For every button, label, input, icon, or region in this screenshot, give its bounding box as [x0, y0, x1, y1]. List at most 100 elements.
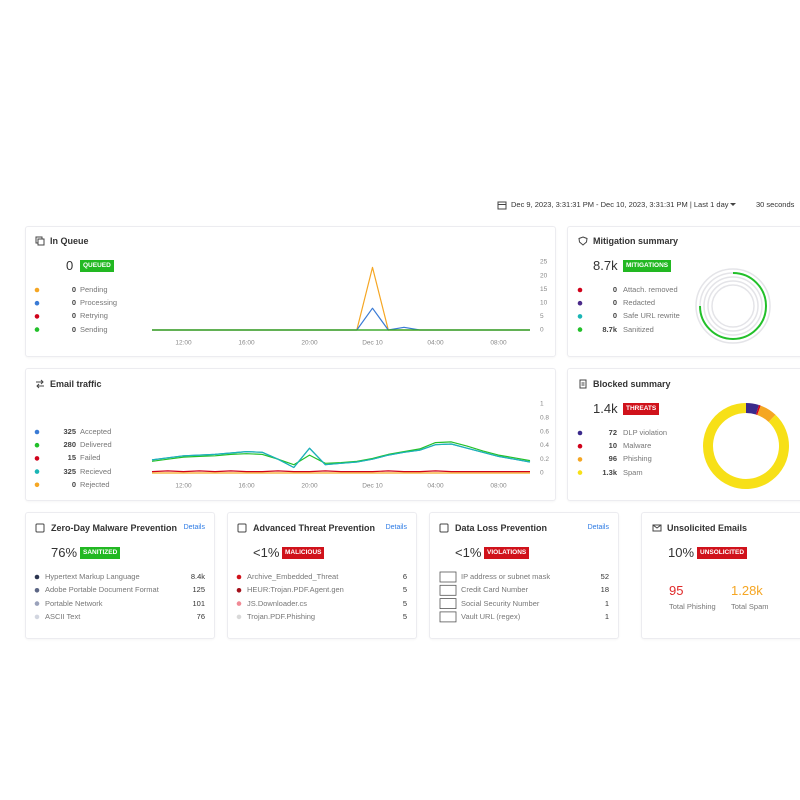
item-value: 5 — [402, 585, 407, 595]
item-name: Portable Network — [45, 598, 103, 608]
item-value: 101 — [192, 598, 205, 608]
zero-day-card — [25, 512, 215, 639]
legend-value: 325 — [63, 427, 76, 436]
item-value: 5 — [402, 611, 407, 621]
item-value: 1 — [604, 611, 609, 621]
item-value: 5 — [402, 598, 407, 608]
item-value: 125 — [192, 585, 205, 595]
email-traffic-card — [25, 368, 556, 501]
legend-name: Failed — [80, 453, 101, 463]
item-name: Trojan.PDF.Phishing — [247, 611, 316, 621]
badge: MITIGATIONS — [623, 260, 672, 272]
legend-value: 0 — [71, 311, 76, 321]
legend-name: Malware — [623, 441, 652, 451]
item-name: Vault URL (regex) — [461, 611, 521, 621]
card-total: <1% — [455, 545, 482, 560]
phishing-total: 95 — [669, 583, 684, 598]
details-link[interactable]: Details — [183, 524, 205, 531]
item-name: Social Security Number — [461, 598, 540, 608]
dropdown-arrow[interactable] — [729, 202, 737, 208]
legend-name: Delivered — [80, 440, 112, 450]
legend-name: Accepted — [80, 427, 112, 436]
legend-value: 8.7k — [602, 324, 617, 334]
item-name: Hypertext Markup Language — [45, 572, 140, 581]
item-value: 1 — [604, 598, 609, 608]
calendar-icon — [497, 201, 507, 210]
legend-value: 15 — [67, 453, 76, 463]
legend-name: Processing — [80, 298, 118, 308]
spam-total: 1.28k — [731, 583, 763, 598]
badge: VIOLATIONS — [484, 547, 530, 559]
card-total: 76% — [51, 545, 78, 560]
mitigation-total: 8.7k — [593, 258, 618, 273]
item-value: 8.4k — [190, 572, 205, 581]
legend-value: 1.3k — [602, 467, 617, 477]
badge: UNSOLICITED — [697, 547, 748, 559]
item-name: JS.Downloader.cs — [247, 598, 308, 608]
shield-icon — [578, 236, 588, 246]
card-title: Zero-Day Malware Prevention — [51, 523, 178, 533]
legend-name: Sending — [80, 324, 108, 334]
item-name: IP address or subnet mask — [461, 572, 551, 581]
refresh-interval[interactable]: 30 seconds — [756, 200, 795, 209]
spam-label: Total Spam — [731, 602, 769, 611]
legend-name: Phishing — [623, 454, 652, 464]
badge: MALICIOUS — [282, 547, 325, 559]
legend-value: 0 — [612, 311, 617, 321]
item-value: 76 — [196, 611, 205, 621]
mail-icon — [652, 524, 662, 532]
doc-icon — [579, 379, 587, 389]
item-name: Credit Card Number — [461, 585, 529, 595]
traffic-icon — [36, 379, 44, 389]
atp-card — [227, 512, 417, 639]
card-title: In Queue — [50, 236, 89, 246]
queue-icon — [35, 236, 45, 246]
unsolicited-total: 10% — [668, 545, 695, 560]
card-title: Mitigation summary — [593, 236, 679, 246]
badge: SANITIZED — [80, 547, 121, 559]
legend-value: 0 — [612, 285, 617, 294]
legend-value: 72 — [608, 428, 617, 437]
item-value: 6 — [402, 572, 407, 581]
details-link[interactable]: Details — [385, 524, 407, 531]
legend-name: Redacted — [623, 298, 656, 308]
item-name: Adobe Portable Document Format — [45, 585, 159, 595]
badge: THREATS — [623, 403, 660, 415]
date-range[interactable]: Dec 9, 2023, 3:31:31 PM - Dec 10, 2023, … — [511, 200, 729, 209]
badge: QUEUED — [80, 260, 114, 272]
phishing-label: Total Phishing — [669, 602, 716, 611]
card-title: Data Loss Prevention — [455, 523, 548, 533]
legend-name: Spam — [623, 467, 643, 477]
legend-name: Pending — [80, 285, 108, 294]
dlp-card — [429, 512, 619, 639]
legend-value: 0 — [71, 479, 76, 489]
legend-value: 280 — [63, 440, 76, 450]
legend-value: 0 — [612, 298, 617, 308]
queue-total: 0 — [66, 258, 74, 273]
legend-name: Recieved — [80, 466, 112, 476]
legend-name: Attach. removed — [623, 285, 678, 294]
legend-name: Rejected — [80, 479, 110, 489]
card-title: Blocked summary — [593, 379, 671, 389]
card-total: <1% — [253, 545, 280, 560]
legend-name: Safe URL rewrite — [623, 311, 680, 321]
unsolicited-card — [641, 512, 800, 639]
card-title: Unsolicited Emails — [667, 523, 748, 533]
legend-name: Sanitized — [623, 324, 654, 334]
card-title: Email traffic — [50, 379, 102, 389]
item-value: 52 — [600, 572, 609, 581]
card-title: Advanced Threat Prevention — [253, 523, 376, 533]
item-name: Archive_Embedded_Threat — [247, 572, 339, 581]
item-value: 18 — [600, 585, 609, 595]
legend-value: 96 — [608, 454, 617, 464]
item-name: HEUR:Trojan.PDF.Agent.gen — [247, 585, 344, 595]
legend-name: Retrying — [80, 311, 108, 321]
legend-name: DLP violation — [623, 428, 668, 437]
blocked-total: 1.4k — [593, 401, 618, 416]
item-name: ASCII Text — [45, 611, 81, 621]
details-link[interactable]: Details — [587, 524, 609, 531]
legend-value: 325 — [63, 466, 76, 476]
legend-value: 0 — [71, 285, 76, 294]
legend-value: 0 — [71, 324, 76, 334]
